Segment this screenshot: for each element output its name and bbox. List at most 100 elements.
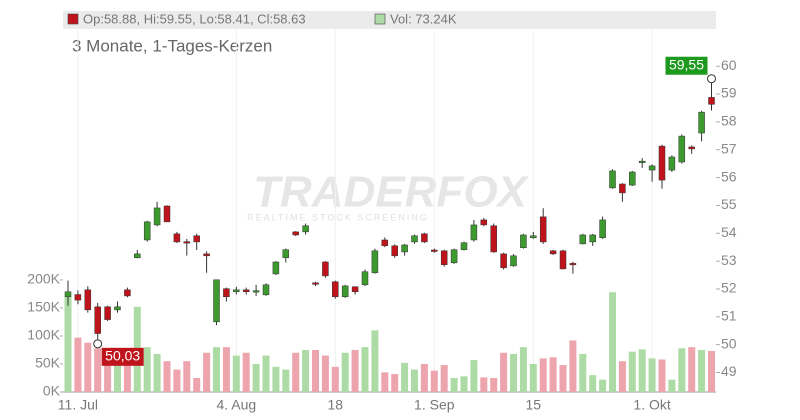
y-tick-label: 52 — [721, 280, 737, 296]
candle-body — [698, 111, 705, 134]
volume-bar — [381, 372, 389, 392]
candle-body — [520, 234, 527, 249]
y-tick-label: 60 — [721, 57, 737, 73]
candle-body — [233, 289, 240, 293]
candle-body — [64, 291, 72, 298]
candle-body — [658, 145, 666, 181]
volume-bar — [193, 377, 201, 392]
candle-body — [351, 286, 359, 293]
y-tick-label: 56 — [721, 168, 737, 184]
volume-bar — [242, 352, 250, 392]
candle-body — [401, 244, 408, 253]
candle-body — [579, 234, 587, 245]
candle-body — [599, 219, 606, 238]
high-label-box — [665, 56, 708, 75]
volume-bar — [153, 353, 161, 392]
volume-bar — [579, 353, 587, 392]
volume-bar — [64, 296, 72, 392]
candle-body — [94, 306, 101, 334]
candle-body — [440, 250, 448, 265]
volume-bar — [549, 357, 557, 392]
candle-body — [183, 241, 191, 244]
candle-body — [431, 249, 438, 252]
candle-body — [213, 279, 220, 323]
volume-bar — [84, 342, 92, 392]
candle-body — [104, 306, 111, 320]
candle-body — [510, 255, 517, 267]
candle-body — [421, 233, 428, 243]
candle-body — [193, 235, 200, 243]
candle-body — [638, 160, 646, 163]
volume-bar — [490, 377, 498, 392]
y-tick-label: 54 — [721, 224, 737, 240]
volume-bar — [678, 348, 686, 392]
y-tick-label: 51 — [721, 308, 737, 324]
candle-body — [470, 224, 478, 241]
x-tick-label: 11. Jul — [58, 397, 98, 413]
volume-bar — [688, 347, 696, 392]
volume-bar — [401, 362, 409, 392]
low-label-box — [101, 347, 144, 366]
volume-bar — [272, 366, 280, 392]
volume-bar — [609, 292, 616, 392]
candle-body — [480, 219, 488, 226]
candle-body — [153, 207, 161, 226]
low-marker — [93, 339, 103, 349]
y2-tick-label: 50K — [35, 355, 61, 371]
candle-body — [292, 231, 299, 236]
volume-bar — [371, 330, 379, 392]
volume-bar — [302, 349, 310, 392]
candle-body — [500, 253, 507, 269]
volume-bar — [114, 357, 121, 392]
volume-bar — [321, 355, 329, 392]
y2-tick-label: 200K — [27, 271, 60, 287]
candle-body — [322, 261, 329, 277]
ohlc-legend: Op:58.88, Hi:59.55, Lo:58.41, Cl:58.63 — [83, 11, 306, 26]
y-tick-label: 58 — [721, 113, 737, 129]
volume-bar — [213, 347, 220, 392]
volume-bar — [104, 360, 112, 392]
volume-bar — [361, 347, 369, 392]
high-marker — [707, 74, 716, 84]
candle-body — [450, 249, 458, 264]
watermark-brand: TRADERFOX — [253, 168, 529, 217]
y-tick-label: 49 — [721, 363, 737, 379]
candle-body — [619, 183, 626, 194]
volume-bar — [589, 375, 597, 392]
volume-bar — [430, 370, 438, 392]
candle-body — [252, 290, 260, 293]
volume-bar — [232, 355, 240, 392]
candle-body — [688, 146, 695, 150]
volume-bar — [282, 369, 290, 392]
volume-bar — [638, 349, 646, 392]
candle-body — [114, 306, 121, 311]
y-tick-label: 53 — [721, 252, 737, 268]
volume-bar — [262, 355, 270, 392]
volume-bar — [351, 349, 359, 392]
y-tick-label: 55 — [721, 196, 737, 212]
volume-bar — [143, 347, 151, 392]
candle-body — [569, 263, 577, 266]
volume-bar — [203, 352, 211, 392]
candle-body — [143, 221, 151, 241]
volume-bar — [698, 349, 706, 392]
candle-body — [559, 250, 567, 270]
candle-body — [341, 285, 349, 298]
volume-bar — [123, 352, 131, 392]
candle-body — [549, 250, 557, 255]
header-bar — [63, 11, 716, 29]
x-tick-label: 1. Sep — [414, 397, 455, 413]
volume-legend-swatch — [374, 13, 386, 25]
candle-body — [242, 289, 250, 293]
y-tick-label: 50 — [721, 335, 737, 351]
candle-body — [678, 135, 686, 163]
volume-bar — [539, 358, 547, 392]
volume-bar — [183, 361, 191, 392]
volume-bar — [331, 366, 339, 392]
candle-body — [332, 281, 339, 298]
candle-body — [381, 239, 389, 247]
x-tick-label: 18 — [328, 397, 344, 413]
candle-body — [490, 225, 497, 253]
high-label: 59,55 — [669, 56, 704, 72]
candle-body — [539, 216, 547, 243]
